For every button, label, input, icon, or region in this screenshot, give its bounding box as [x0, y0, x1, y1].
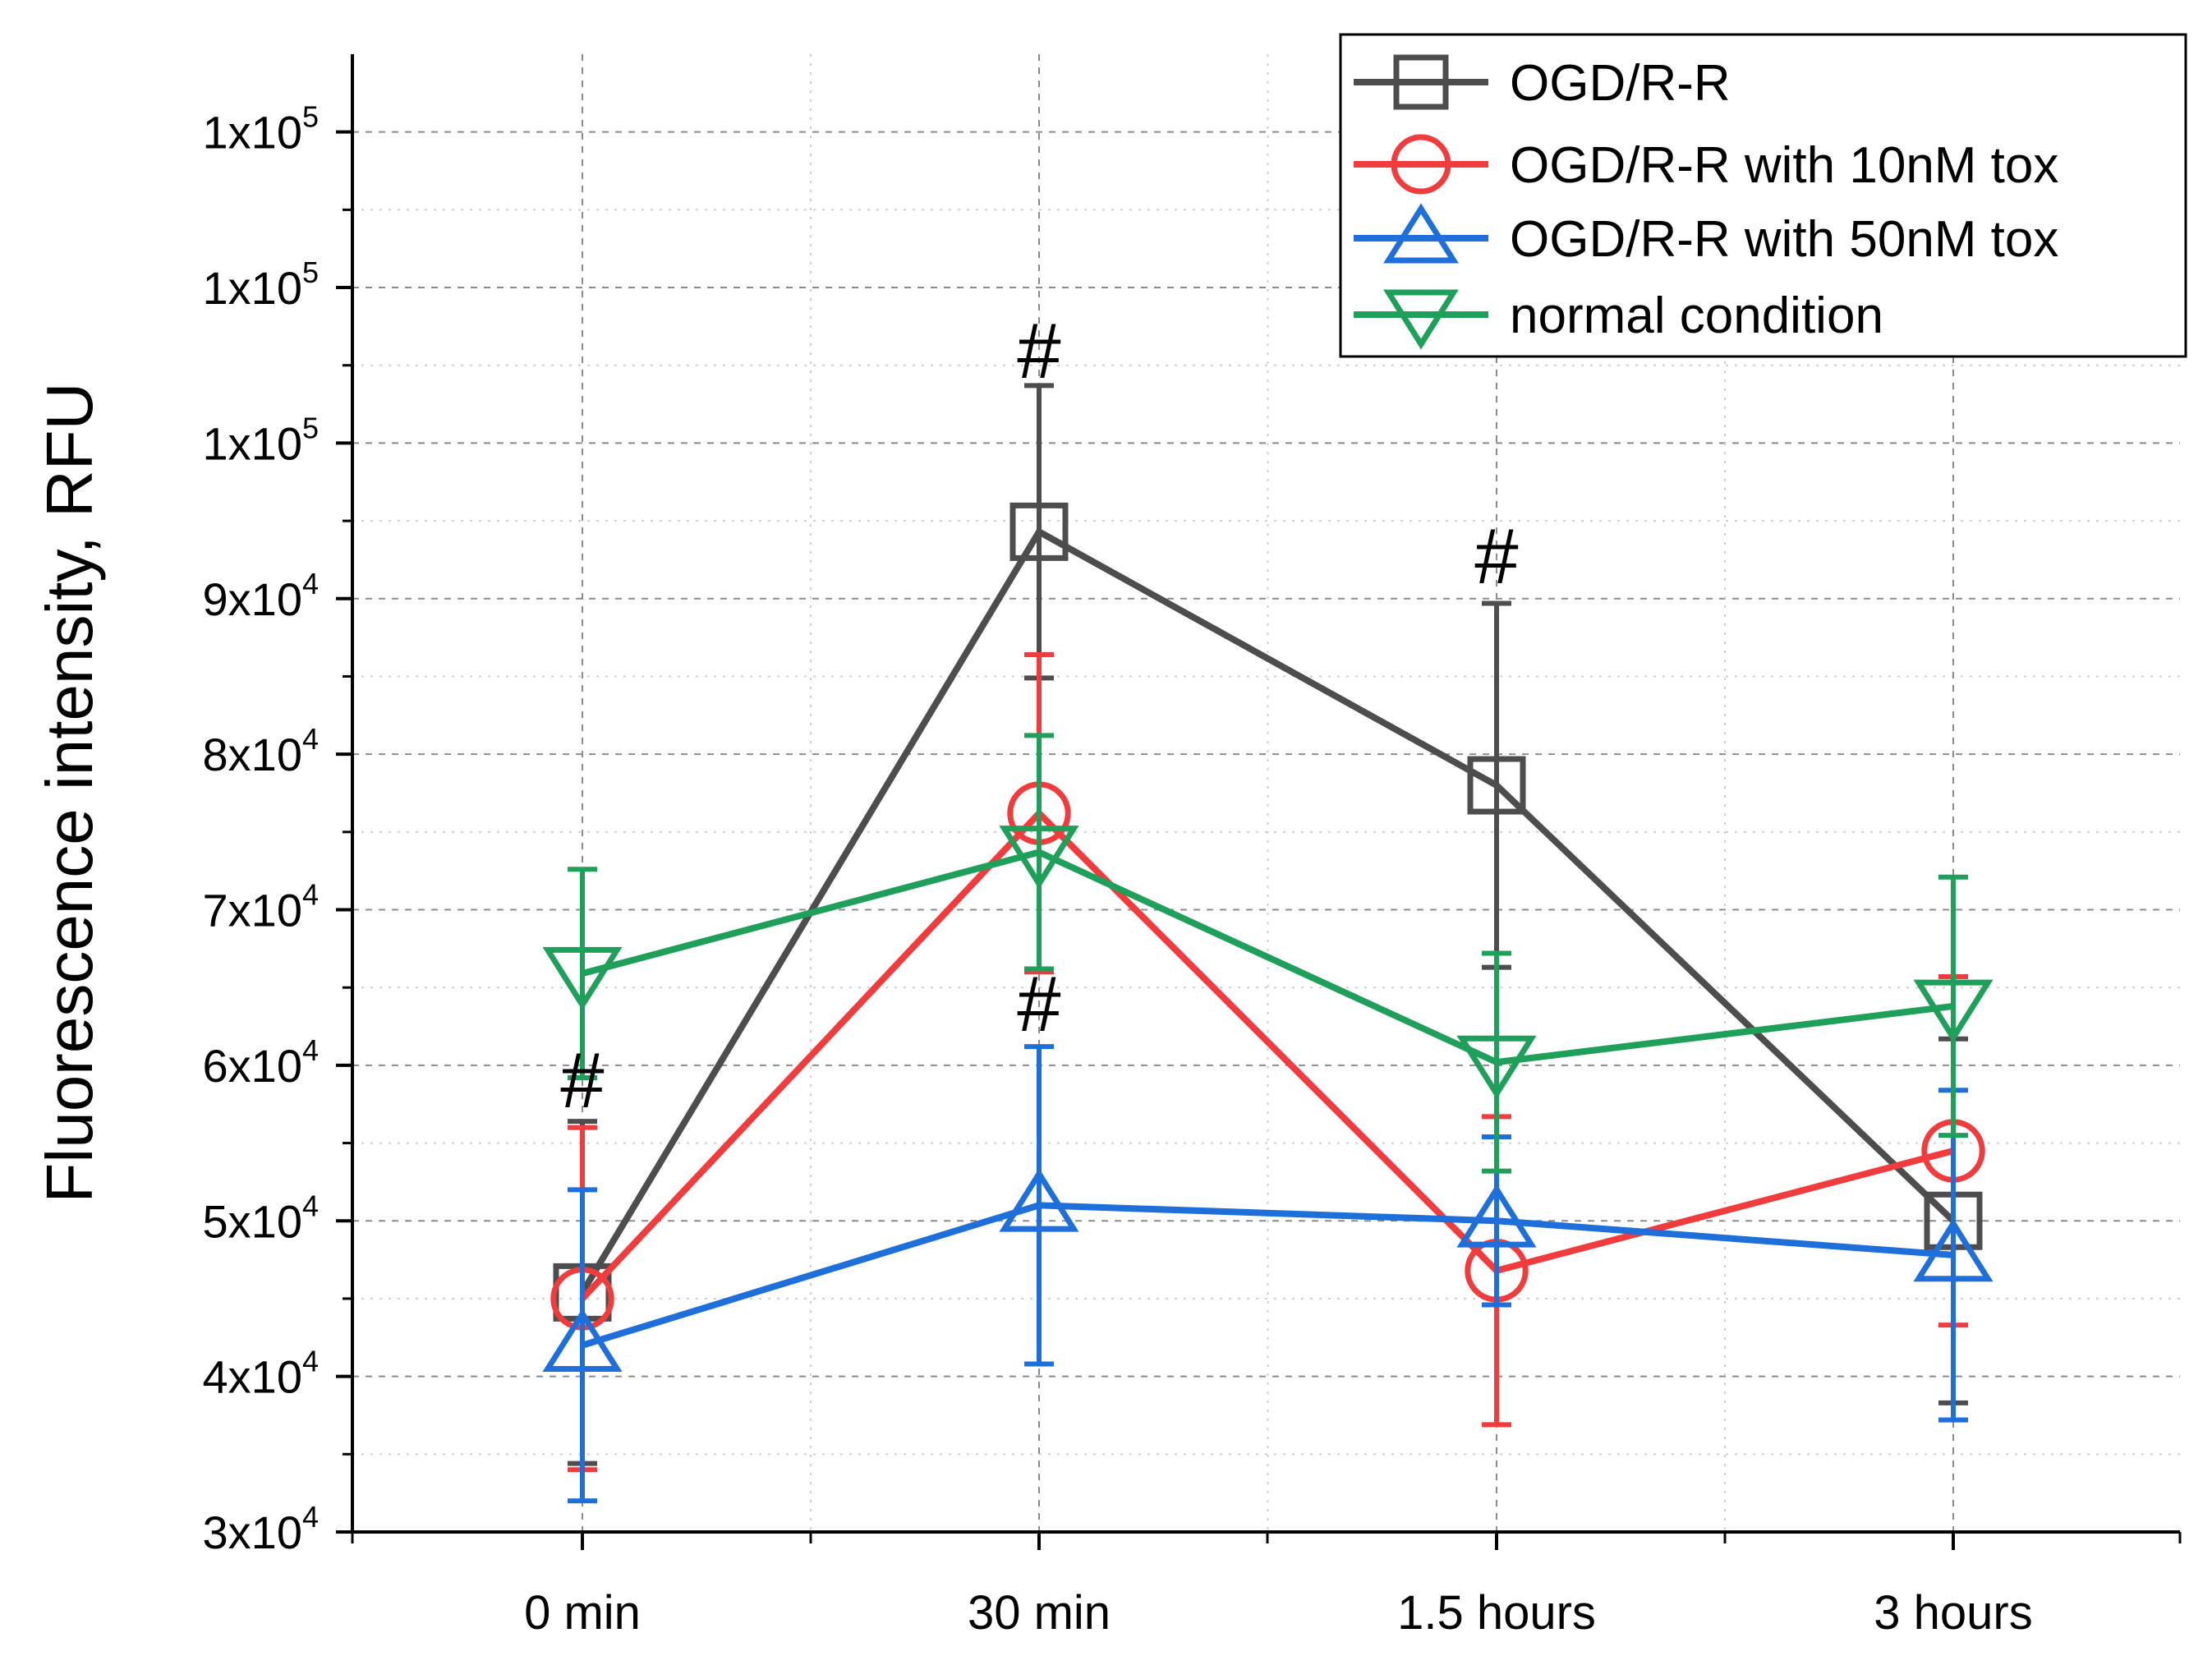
data-point	[542, 1308, 623, 1373]
y-tick-label: 3x104	[203, 1500, 319, 1558]
data-point	[542, 946, 623, 1011]
y-tick-label: 9x104	[203, 567, 319, 625]
y-tick-label: 1x105	[203, 255, 319, 314]
data-point	[1391, 134, 1451, 195]
axes	[336, 54, 2182, 1550]
legend-label: normal condition	[1510, 288, 1883, 344]
legend-label: OGD/R-R with 10nM tox	[1510, 137, 2058, 194]
legend: OGD/R-R OGD/R-R with 10nM tox OGD/R-R with…	[1339, 33, 2187, 358]
data-point	[1383, 289, 1459, 350]
series-line	[580, 810, 1955, 1301]
y-tick-label: 8x104	[203, 722, 319, 780]
significance-mark: #	[560, 1037, 604, 1125]
data-point	[1913, 1217, 1994, 1282]
y-tick-label: 4x104	[203, 1345, 319, 1403]
data-point	[1393, 54, 1449, 110]
y-tick-labels: 3x104 4x104 5x104 6x104 7x104 8x104 9x104 1x105…	[203, 100, 319, 1558]
grid-lines	[352, 54, 2180, 1533]
series-line	[579, 528, 1956, 1295]
x-tick-label: 30 min	[968, 1586, 1111, 1640]
x-tick-labels: 0 min 30 min 1.5 hours 3 hours	[524, 1586, 2033, 1640]
series-3	[542, 733, 1994, 1174]
annotations: # # # #	[560, 307, 1518, 1125]
y-tick-label: 1x105	[203, 411, 319, 469]
series-line	[581, 1202, 1954, 1349]
series-line	[581, 849, 1954, 1066]
data-point	[1456, 1184, 1537, 1248]
data-point	[1467, 756, 1526, 815]
y-tick-label: 6x104	[203, 1033, 319, 1092]
y-tick-label: 7x104	[203, 878, 319, 936]
x-tick-label: 0 min	[524, 1586, 641, 1640]
data-point	[1456, 1035, 1537, 1100]
data-point	[999, 826, 1079, 890]
x-tick-label: 3 hours	[1874, 1586, 2032, 1640]
series	[542, 383, 1994, 1504]
series-2	[542, 1044, 1994, 1504]
data-point	[1009, 502, 1069, 561]
data-point	[1913, 979, 1994, 1043]
y-tick-label: 5x104	[203, 1189, 319, 1247]
legend-box	[1339, 33, 2187, 358]
data-point	[1383, 203, 1459, 264]
x-tick-label: 1.5 hours	[1397, 1586, 1596, 1640]
significance-mark: #	[1017, 307, 1060, 395]
significance-mark: #	[1474, 513, 1518, 600]
legend-label: OGD/R-R with 50nM tox	[1510, 211, 2058, 268]
legend-label: OGD/R-R	[1510, 55, 1731, 112]
data-point	[999, 1168, 1079, 1232]
y-axis-title: Fluorescence intensity, RFU	[33, 383, 106, 1203]
significance-mark: #	[1017, 960, 1060, 1048]
y-tick-label: 1x105	[203, 100, 319, 159]
